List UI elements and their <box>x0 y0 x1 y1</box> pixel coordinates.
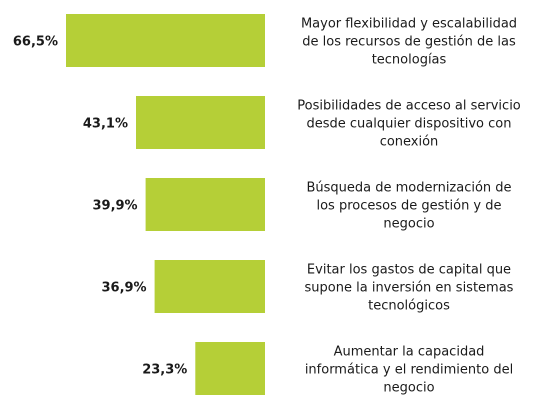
bar-1 <box>66 14 265 67</box>
value-label-3: 39,9% <box>92 199 137 214</box>
bar-3 <box>145 178 265 231</box>
value-labels-group: 66,5% 43,1% 39,9% 36,9% 23,3% <box>13 35 187 378</box>
category-label-2-line-2: desde cualquier dispositivo con <box>306 117 511 132</box>
category-label-5-line-1: Aumentar la capacidad <box>334 345 485 360</box>
category-label-4-line-2: supone la inversión en sistemas <box>305 281 514 296</box>
value-label-1: 66,5% <box>13 35 58 50</box>
value-label-4: 36,9% <box>101 281 146 296</box>
category-label-2: Posibilidades de acceso al servicio desde… <box>297 99 521 150</box>
category-label-4: Evitar los gastos de capital que supone l… <box>305 263 514 314</box>
category-label-2-line-1: Posibilidades de acceso al servicio <box>297 99 521 114</box>
category-label-1-line-3: tecnologías <box>372 53 447 68</box>
category-label-3-line-3: negocio <box>383 217 434 232</box>
category-label-3-line-2: los procesos de gestión y de <box>316 199 501 214</box>
category-label-1-line-1: Mayor flexibilidad y escalabilidad <box>301 17 517 32</box>
value-label-5: 23,3% <box>142 363 187 378</box>
bar-2 <box>136 96 265 149</box>
bar-5 <box>195 342 265 395</box>
bars-group <box>66 14 265 395</box>
category-label-3: Búsqueda de modernización de los procesos… <box>306 181 511 232</box>
category-label-4-line-1: Evitar los gastos de capital que <box>307 263 511 278</box>
category-label-2-line-3: conexión <box>380 135 439 150</box>
category-label-1-line-2: de los recursos de gestión de las <box>302 35 516 50</box>
category-labels-group: Mayor flexibilidad y escalabilidad de los… <box>297 17 521 396</box>
category-label-1: Mayor flexibilidad y escalabilidad de los… <box>301 17 517 68</box>
category-label-5: Aumentar la capacidad informática y el re… <box>305 345 513 396</box>
category-label-3-line-1: Búsqueda de modernización de <box>306 181 511 196</box>
bar-4 <box>154 260 265 313</box>
category-label-4-line-3: tecnológicos <box>368 299 450 314</box>
category-label-5-line-2: informática y el rendimiento del <box>305 363 513 378</box>
value-label-2: 43,1% <box>83 117 128 132</box>
category-label-5-line-3: negocio <box>383 381 434 396</box>
